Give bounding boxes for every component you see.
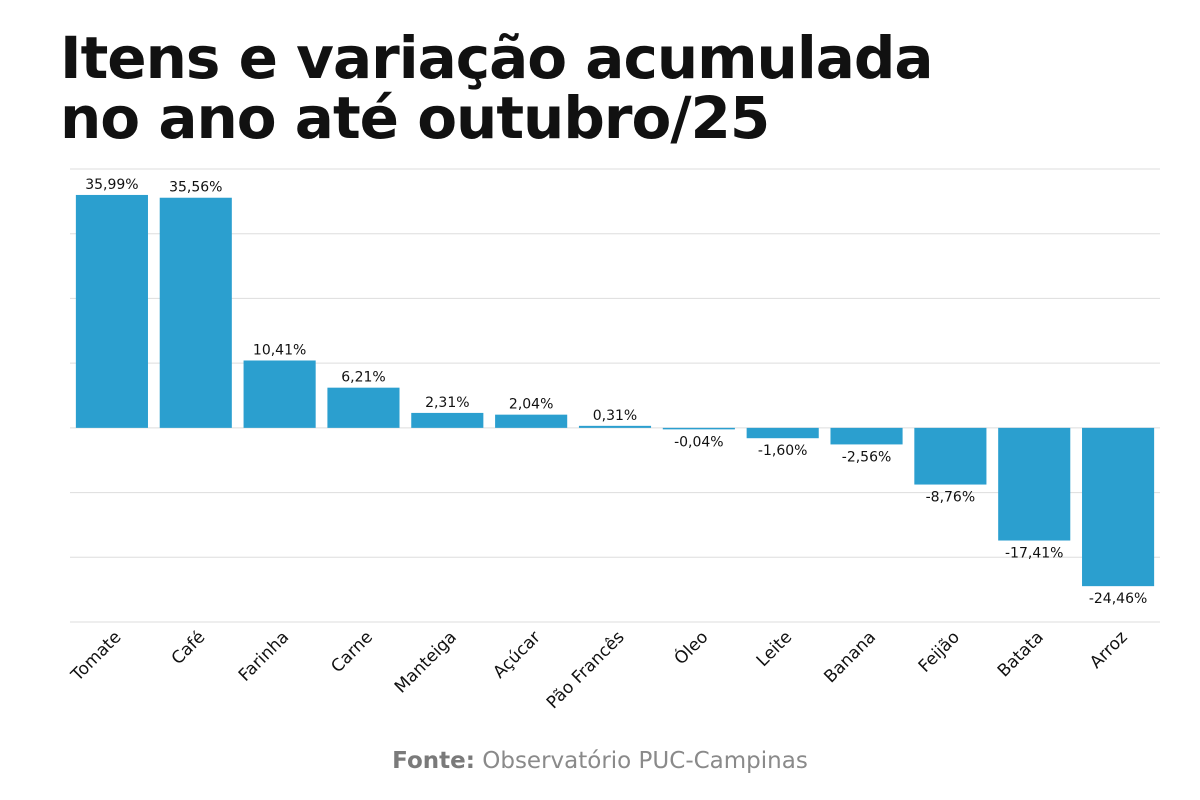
source-label: Fonte: bbox=[392, 748, 475, 774]
bar-açúcar bbox=[495, 414, 568, 428]
value-label: -1,60% bbox=[758, 443, 808, 459]
value-label: 0,31% bbox=[593, 408, 637, 424]
value-label: 10,41% bbox=[253, 342, 306, 358]
grid-lines bbox=[70, 168, 1160, 623]
source-note: Fonte: Observatório PUC-Campinas bbox=[0, 748, 1200, 774]
value-label: -0,04% bbox=[674, 434, 724, 450]
value-label: 2,31% bbox=[425, 395, 469, 411]
tick-label: Açúcar bbox=[489, 627, 544, 682]
chart-title-line-2: no ano até outubro/25 bbox=[60, 84, 770, 152]
tick-label: Óleo bbox=[669, 626, 712, 669]
value-label: -8,76% bbox=[926, 490, 976, 506]
source-text: Observatório PUC-Campinas bbox=[482, 748, 808, 774]
tick-label: Manteiga bbox=[391, 627, 461, 697]
category-tick-labels: Tomate Café Farinha Carne Manteiga AçúcarPão … bbox=[67, 626, 1132, 713]
value-label: -24,46% bbox=[1089, 591, 1147, 607]
bar-feijão bbox=[914, 427, 987, 485]
tick-label: Café bbox=[168, 627, 210, 669]
bar-batata bbox=[998, 427, 1071, 541]
tick-label: Feijão bbox=[915, 627, 964, 676]
value-label: 35,56% bbox=[169, 180, 222, 196]
tick-label: Arroz bbox=[1086, 627, 1131, 672]
bar-farinha bbox=[243, 360, 316, 428]
tick-label: Tomate bbox=[67, 627, 126, 686]
bar-café bbox=[159, 197, 232, 428]
chart-title-line-1: Itens e variação acumulada bbox=[60, 24, 934, 92]
bar-óleo bbox=[662, 427, 735, 430]
bars bbox=[75, 194, 1155, 587]
tick-label: Leite bbox=[753, 627, 796, 670]
value-label: 2,04% bbox=[509, 397, 553, 413]
tick-label: Farinha bbox=[235, 627, 293, 685]
tick-label: Batata bbox=[994, 627, 1048, 681]
bar-tomate bbox=[75, 194, 148, 428]
value-labels: 35,99% 35,56% 10,41% 6,21% 2,31% 2,04% 0,31% -0… bbox=[85, 177, 1147, 607]
bar-carne bbox=[327, 387, 400, 428]
chart-title: Itens e variação acumulada no ano até ou… bbox=[60, 28, 1160, 148]
bar-pão-francês bbox=[578, 425, 652, 428]
value-label: -2,56% bbox=[842, 449, 892, 465]
bar-manteiga bbox=[411, 412, 484, 428]
value-label: 35,99% bbox=[85, 177, 138, 193]
tick-label: Pão Francês bbox=[543, 627, 629, 713]
bar-arroz bbox=[1082, 427, 1155, 587]
bar-leite bbox=[746, 427, 819, 439]
value-label: -17,41% bbox=[1005, 546, 1063, 562]
value-label: 6,21% bbox=[341, 370, 385, 386]
tick-label: Banana bbox=[820, 627, 880, 687]
bar-banana bbox=[830, 427, 903, 445]
tick-label: Carne bbox=[327, 627, 377, 677]
